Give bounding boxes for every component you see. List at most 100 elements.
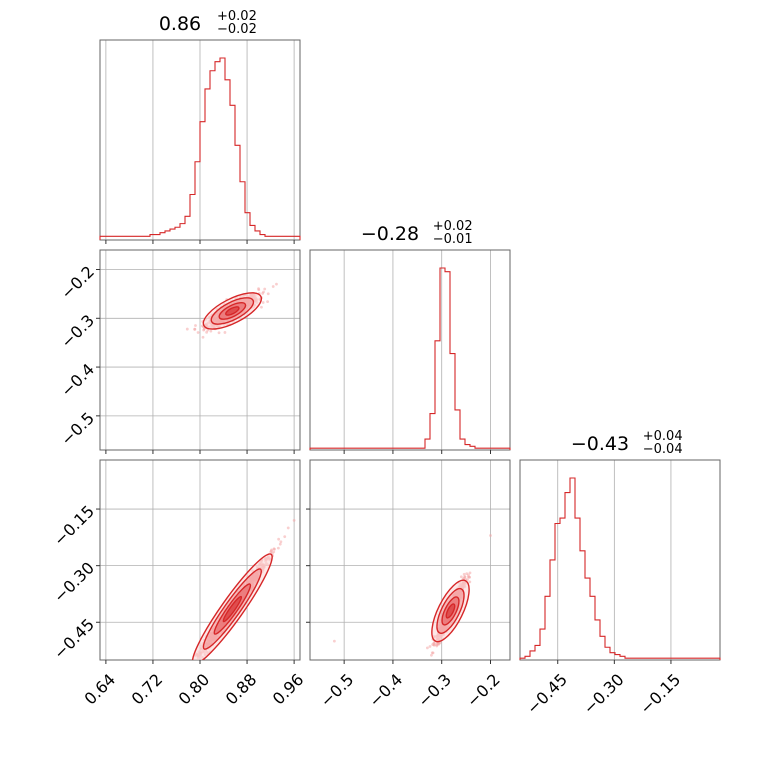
sample-point — [275, 282, 278, 286]
sample-point — [191, 663, 194, 666]
sample-point — [277, 537, 281, 541]
sample-point — [194, 324, 197, 327]
sample-point — [185, 327, 189, 331]
density-contour — [222, 595, 243, 623]
sample-point — [425, 646, 429, 650]
sample-point — [269, 549, 273, 553]
sample-point — [188, 672, 191, 675]
sample-point — [187, 674, 190, 677]
panel-frame — [309, 459, 511, 661]
sample-point — [205, 330, 209, 334]
density-contour — [441, 596, 460, 626]
sample-point — [266, 300, 269, 303]
sample-point — [191, 668, 194, 671]
sample-point — [196, 331, 200, 334]
sample-point — [193, 660, 196, 663]
scatter-points — [165, 518, 296, 704]
density-contour — [218, 302, 247, 320]
sample-point — [430, 653, 433, 657]
sample-point — [206, 328, 210, 332]
density-fill — [225, 306, 239, 316]
sample-point — [279, 540, 283, 544]
density-fill — [223, 596, 242, 622]
sample-point — [435, 644, 439, 648]
y-tick-label: −0.15 — [50, 502, 98, 550]
sample-point — [196, 662, 199, 665]
histogram-panel-2: −0.45 −0.30 −0.15 — [519, 459, 721, 718]
density-contour — [436, 587, 465, 634]
density-contour — [202, 568, 263, 650]
sample-point — [187, 669, 190, 672]
sample-point — [468, 571, 472, 575]
histogram-panel-1 — [309, 249, 511, 454]
sample-point — [193, 327, 197, 331]
density-contour — [431, 579, 470, 643]
x-tick-label: 0.96 — [269, 670, 308, 709]
x-tick-label: 0.72 — [128, 670, 167, 709]
sample-point — [489, 534, 492, 537]
x-tick-label: −0.30 — [580, 670, 628, 718]
param-title-1: −0.28 — [361, 223, 419, 245]
histogram-panel-0 — [99, 39, 301, 244]
histogram-step-1 — [309, 267, 511, 450]
sample-point — [189, 668, 192, 671]
scatter-points — [332, 534, 492, 657]
sample-point — [462, 572, 466, 576]
scatter-panel-0-2: 0.64 0.72 0.80 0.88 0.96 −0.45 −0.30 −0.15 — [50, 459, 308, 709]
scatter-panel-0-1: −0.5 −0.4 −0.3 −0.2 — [57, 249, 301, 454]
y-tick-label: −0.4 — [57, 360, 98, 401]
sample-point — [432, 641, 436, 645]
panel-frame — [309, 249, 511, 451]
x-tick-label: −0.5 — [317, 670, 358, 711]
sample-point — [186, 672, 189, 675]
x-tick-label: −0.4 — [365, 670, 406, 711]
sample-point — [467, 573, 470, 577]
sample-point — [292, 518, 296, 522]
sample-point — [184, 676, 187, 679]
sample-point — [209, 329, 213, 333]
density-fill — [446, 603, 455, 618]
panel-frame — [519, 459, 721, 661]
sample-point — [278, 542, 282, 546]
sample-point — [271, 285, 275, 288]
param-title-2: −0.43 — [571, 433, 629, 455]
scatter-points — [185, 282, 278, 339]
sample-point — [192, 665, 195, 668]
sample-point — [272, 547, 276, 551]
density-contour — [210, 297, 255, 325]
density-contour — [191, 553, 273, 660]
density-contour — [445, 603, 456, 619]
histogram-step-0 — [99, 57, 301, 240]
sample-point — [217, 331, 221, 335]
x-tick-label: −0.2 — [463, 670, 504, 711]
sample-point — [276, 546, 280, 550]
title-minus-error: −0.02 — [217, 22, 257, 37]
y-tick-label: −0.45 — [50, 615, 98, 663]
sample-point — [431, 651, 435, 655]
sample-point — [459, 575, 463, 579]
sample-point — [468, 580, 472, 584]
x-tick-label: −0.3 — [414, 670, 455, 711]
title-plus-error: +0.04 — [643, 429, 683, 444]
title-minus-error: −0.01 — [433, 232, 473, 247]
sample-point — [266, 292, 270, 296]
title-minus-error: −0.04 — [643, 442, 683, 457]
sample-point — [466, 578, 469, 581]
sample-point — [467, 575, 471, 579]
x-tick-label: −0.15 — [636, 670, 684, 718]
sample-point — [261, 301, 265, 304]
histogram-step-2 — [519, 477, 721, 660]
x-tick-label: 0.64 — [81, 670, 120, 709]
sample-point — [332, 639, 336, 643]
sample-point — [165, 701, 168, 704]
y-tick-label: −0.3 — [57, 311, 98, 352]
title-plus-error: +0.02 — [217, 9, 257, 24]
sample-point — [185, 669, 188, 672]
sample-point — [257, 287, 260, 291]
x-tick-label: 0.80 — [175, 670, 214, 709]
y-tick-label: −0.2 — [57, 262, 98, 303]
sample-point — [223, 331, 227, 334]
x-tick-label: 0.88 — [222, 670, 261, 709]
y-tick-label: −0.30 — [50, 558, 98, 606]
